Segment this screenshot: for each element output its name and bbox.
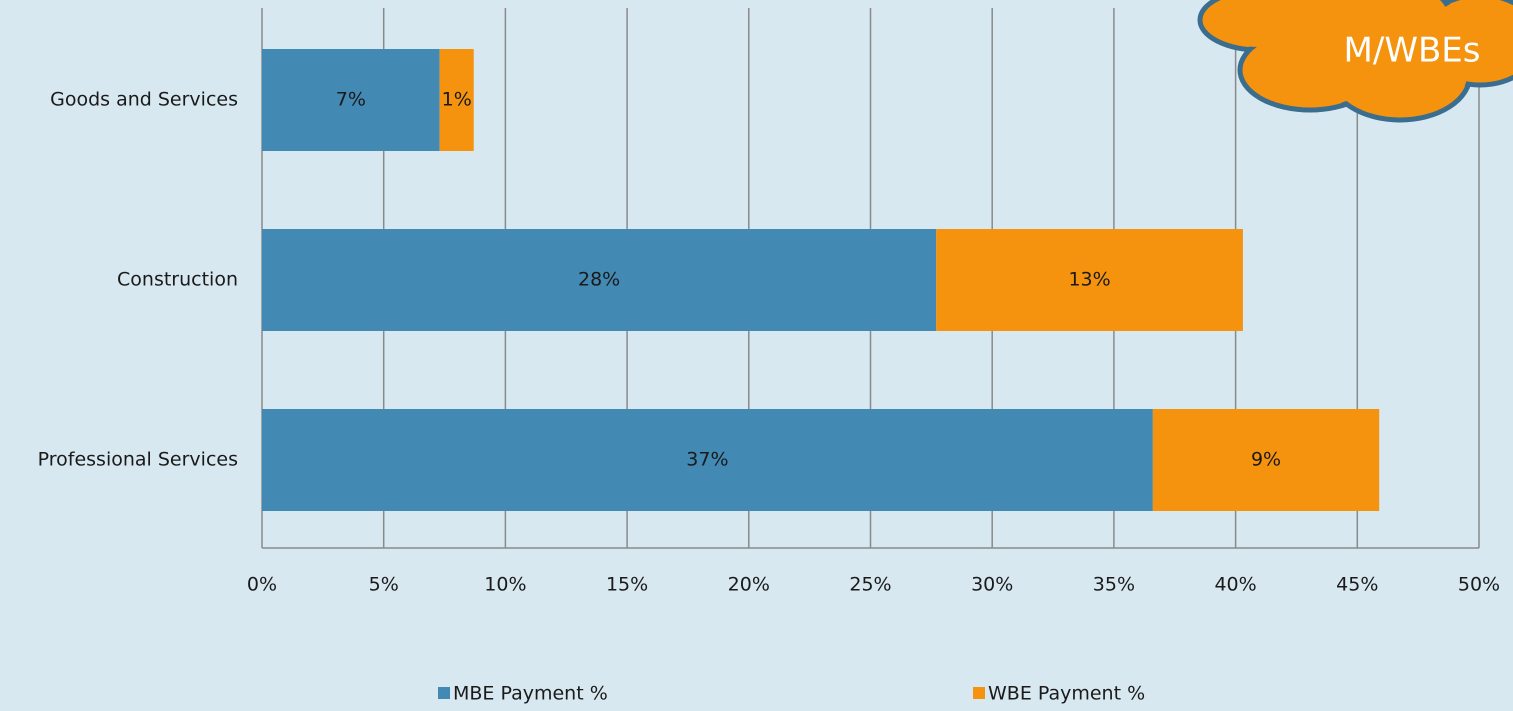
data-label: 9% (1251, 449, 1281, 471)
x-tick-label: 10% (484, 574, 526, 596)
x-tick-label: 15% (606, 574, 648, 596)
x-tick-label: 35% (1093, 574, 1135, 596)
bar-segment (262, 229, 937, 331)
data-label: 7% (336, 89, 366, 111)
bar-segment (936, 229, 1243, 331)
x-tick-label: 5% (369, 574, 399, 596)
data-label: 1% (442, 89, 472, 111)
legend-swatch (973, 687, 985, 699)
data-label: 37% (686, 449, 728, 471)
x-tick-label: 30% (971, 574, 1013, 596)
annotation: M/WBEs (1344, 31, 1481, 71)
bar-segment (262, 49, 440, 151)
data-label: 28% (578, 269, 620, 291)
y-tick-label: Construction (117, 269, 238, 291)
legend-label: MBE Payment % (453, 683, 608, 705)
x-tick-label: 45% (1336, 574, 1378, 596)
data-label: 13% (1068, 269, 1110, 291)
x-tick-label: 40% (1214, 574, 1256, 596)
x-tick-label: 20% (728, 574, 770, 596)
cloud: M/WBEs (1197, 0, 1513, 123)
x-tick-label: 25% (849, 574, 891, 596)
y-tick-label: Professional Services (38, 449, 238, 471)
legend-label: WBE Payment % (988, 683, 1145, 705)
bar-segment (1152, 409, 1380, 511)
x-tick-label: 50% (1458, 574, 1500, 596)
bar-segment (262, 409, 1153, 511)
x-tick-label: 0% (247, 574, 277, 596)
y-tick-label: Goods and Services (50, 89, 238, 111)
bar-segment (439, 49, 474, 151)
legend-swatch (438, 687, 450, 699)
